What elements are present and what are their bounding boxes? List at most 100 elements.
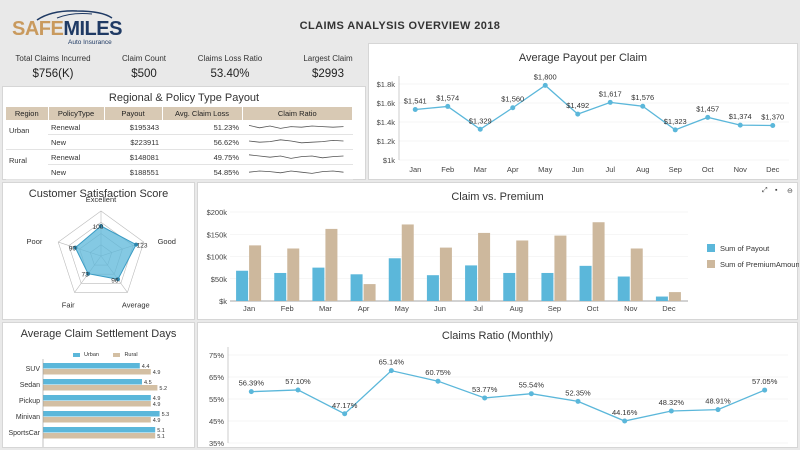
data-point[interactable]	[388, 368, 394, 374]
legend-item-urban[interactable]: Urban	[73, 352, 99, 358]
category-label: Pickup	[19, 398, 40, 405]
data-point[interactable]	[715, 407, 721, 413]
radar-axis-label: Fair	[62, 301, 75, 310]
chart-title: Average Payout per Claim	[518, 52, 648, 64]
bar-urban[interactable]	[43, 427, 156, 433]
table-row: New $188551 54.85%	[6, 164, 353, 180]
bar-payout[interactable]	[655, 296, 668, 301]
data-point[interactable]	[342, 411, 348, 417]
kpi-loss-ratio: Claims Loss Ratio 53.40%	[180, 54, 280, 80]
bar-premium[interactable]	[478, 232, 491, 301]
bar-payout[interactable]	[579, 265, 592, 301]
bar-premium[interactable]	[630, 248, 643, 301]
bar-payout[interactable]	[503, 272, 516, 301]
radar-point[interactable]	[115, 277, 120, 282]
export-icon[interactable]: ▪	[775, 187, 778, 194]
category-label: SUV	[26, 366, 41, 373]
bar-rural[interactable]	[43, 385, 158, 391]
radar-point[interactable]	[134, 242, 139, 247]
data-point[interactable]	[542, 82, 548, 88]
bar-urban[interactable]	[43, 411, 160, 417]
column-header[interactable]: Payout	[104, 107, 163, 120]
bar-premium[interactable]	[592, 222, 605, 301]
y-tick-label: $1.2k	[377, 137, 396, 146]
bar-premium[interactable]	[287, 248, 300, 301]
data-point[interactable]	[622, 418, 628, 424]
data-point[interactable]	[607, 99, 613, 105]
bar-payout[interactable]	[236, 270, 249, 301]
column-header[interactable]: PolicyType	[48, 107, 105, 120]
column-header[interactable]: Claim Ratio	[242, 107, 353, 120]
bar-rural[interactable]	[43, 401, 151, 407]
bar-payout[interactable]	[274, 272, 287, 301]
x-tick-label: Mar	[474, 165, 487, 174]
policy-type-cell: New	[48, 164, 104, 180]
data-point[interactable]	[640, 103, 646, 109]
radar-value-label: 90	[69, 246, 77, 253]
bar-premium[interactable]	[554, 235, 567, 301]
bar-urban[interactable]	[43, 363, 140, 369]
expand-icon[interactable]: ⤢	[762, 187, 768, 194]
data-label: $1,576	[631, 93, 654, 102]
table-header-row: Region PolicyType Payout Avg. Claim Loss…	[6, 107, 353, 120]
claim-premium-panel: Claim vs. Premium $200k $150k $100k $50k $k J…	[197, 182, 799, 320]
data-label: 60.75%	[425, 368, 451, 377]
y-tick-label: $100k	[207, 253, 228, 262]
data-point[interactable]	[575, 111, 581, 117]
bar-premium[interactable]	[363, 284, 376, 301]
bar-payout[interactable]	[465, 265, 478, 301]
bar-premium[interactable]	[668, 292, 681, 301]
x-tick-label: Jun	[434, 304, 446, 313]
bar-rural[interactable]	[43, 417, 151, 423]
x-tick-label: Jan	[409, 165, 421, 174]
category-label: Sedan	[20, 382, 40, 389]
radar-point[interactable]	[99, 224, 103, 228]
data-point[interactable]	[295, 387, 301, 393]
radar-area	[74, 225, 137, 280]
data-point[interactable]	[445, 103, 451, 109]
bar-rural[interactable]	[43, 433, 156, 439]
data-point[interactable]	[672, 127, 678, 133]
bar-premium[interactable]	[401, 224, 414, 301]
data-point[interactable]	[575, 398, 581, 404]
data-point[interactable]	[668, 408, 674, 414]
bar-urban[interactable]	[43, 395, 151, 401]
bar-premium[interactable]	[325, 228, 338, 301]
data-point[interactable]	[737, 122, 743, 128]
kpi-largest-claim: Largest Claim $2993	[278, 54, 378, 80]
data-point[interactable]	[248, 389, 254, 395]
y-tick-label: 65%	[209, 373, 224, 382]
bar-rural[interactable]	[43, 369, 151, 375]
radar-point[interactable]	[86, 271, 91, 276]
bar-payout[interactable]	[312, 267, 325, 301]
table-row: Urban Renewal $195343 51.23%	[6, 120, 353, 135]
radar-point[interactable]	[73, 245, 78, 250]
y-tick-label: $1k	[383, 156, 395, 165]
bar-payout[interactable]	[617, 276, 630, 301]
bar-payout[interactable]	[426, 275, 439, 301]
bar-premium[interactable]	[439, 247, 452, 301]
more-icon[interactable]: ⊖	[787, 188, 793, 195]
bar-premium[interactable]	[516, 240, 529, 301]
legend-item-rural[interactable]: Rural	[113, 352, 138, 358]
data-point[interactable]	[435, 378, 441, 384]
data-point[interactable]	[770, 122, 776, 128]
legend-swatch[interactable]	[707, 244, 715, 252]
data-point[interactable]	[705, 114, 711, 120]
bar-urban[interactable]	[43, 379, 142, 385]
kpi-value: $756(K)	[32, 68, 74, 80]
bar-payout[interactable]	[541, 272, 554, 301]
column-header[interactable]: Avg. Claim Loss	[162, 107, 243, 120]
data-label: $1,329	[469, 116, 492, 125]
bar-premium[interactable]	[249, 245, 262, 301]
data-point[interactable]	[528, 391, 534, 397]
bar-payout[interactable]	[388, 258, 401, 301]
data-point[interactable]	[762, 387, 768, 393]
data-point[interactable]	[412, 107, 418, 113]
bar-payout[interactable]	[350, 274, 363, 301]
column-header[interactable]: Region	[6, 107, 49, 120]
legend-swatch[interactable]	[707, 260, 715, 268]
data-point[interactable]	[482, 395, 488, 401]
data-point[interactable]	[477, 126, 483, 132]
data-point[interactable]	[510, 105, 516, 111]
